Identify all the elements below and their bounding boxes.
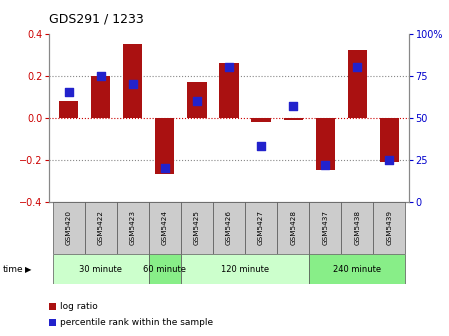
Bar — [316, 118, 335, 170]
Point — [194, 98, 201, 103]
Bar — [59, 101, 78, 118]
Bar — [380, 118, 399, 162]
Bar — [149, 202, 181, 254]
Bar — [155, 118, 175, 174]
Text: GSM5426: GSM5426 — [226, 210, 232, 245]
Point — [65, 90, 72, 95]
Text: GDS291 / 1233: GDS291 / 1233 — [49, 12, 144, 25]
Point — [129, 81, 136, 87]
Point — [354, 65, 361, 70]
Point — [321, 162, 329, 167]
Bar — [213, 202, 245, 254]
Bar — [123, 44, 142, 118]
Text: 120 minute: 120 minute — [221, 265, 269, 274]
Bar — [49, 303, 57, 310]
Bar — [309, 254, 405, 284]
Point — [257, 143, 264, 149]
Bar — [91, 76, 110, 118]
Text: GSM5422: GSM5422 — [98, 210, 104, 245]
Text: GSM5423: GSM5423 — [130, 210, 136, 245]
Bar — [309, 202, 341, 254]
Text: GSM5427: GSM5427 — [258, 210, 264, 245]
Point — [386, 157, 393, 162]
Bar — [373, 202, 405, 254]
Bar — [149, 254, 181, 284]
Text: GSM5425: GSM5425 — [194, 210, 200, 245]
Bar — [283, 118, 303, 120]
Bar — [277, 202, 309, 254]
Text: 30 minute: 30 minute — [79, 265, 122, 274]
Point — [225, 65, 233, 70]
Bar — [117, 202, 149, 254]
Text: GSM5438: GSM5438 — [354, 210, 360, 245]
Bar — [245, 202, 277, 254]
Text: 240 minute: 240 minute — [333, 265, 381, 274]
Text: GSM5420: GSM5420 — [66, 210, 72, 245]
Bar — [348, 50, 367, 118]
Text: time: time — [2, 265, 23, 274]
Bar — [187, 82, 207, 118]
Text: percentile rank within the sample: percentile rank within the sample — [60, 318, 214, 327]
Bar — [85, 202, 117, 254]
Text: log ratio: log ratio — [60, 302, 98, 311]
Bar — [220, 63, 238, 118]
Text: 60 minute: 60 minute — [143, 265, 186, 274]
Text: GSM5439: GSM5439 — [386, 210, 392, 245]
Text: GSM5437: GSM5437 — [322, 210, 328, 245]
Bar — [53, 254, 149, 284]
Text: GSM5424: GSM5424 — [162, 210, 168, 245]
Bar — [53, 202, 85, 254]
Bar — [341, 202, 373, 254]
Point — [161, 165, 168, 171]
Point — [290, 103, 297, 109]
Bar — [251, 118, 271, 122]
Text: ▶: ▶ — [25, 265, 31, 274]
Bar — [181, 202, 213, 254]
Bar — [49, 319, 57, 326]
Bar — [181, 254, 309, 284]
Text: GSM5428: GSM5428 — [290, 210, 296, 245]
Point — [97, 73, 104, 78]
